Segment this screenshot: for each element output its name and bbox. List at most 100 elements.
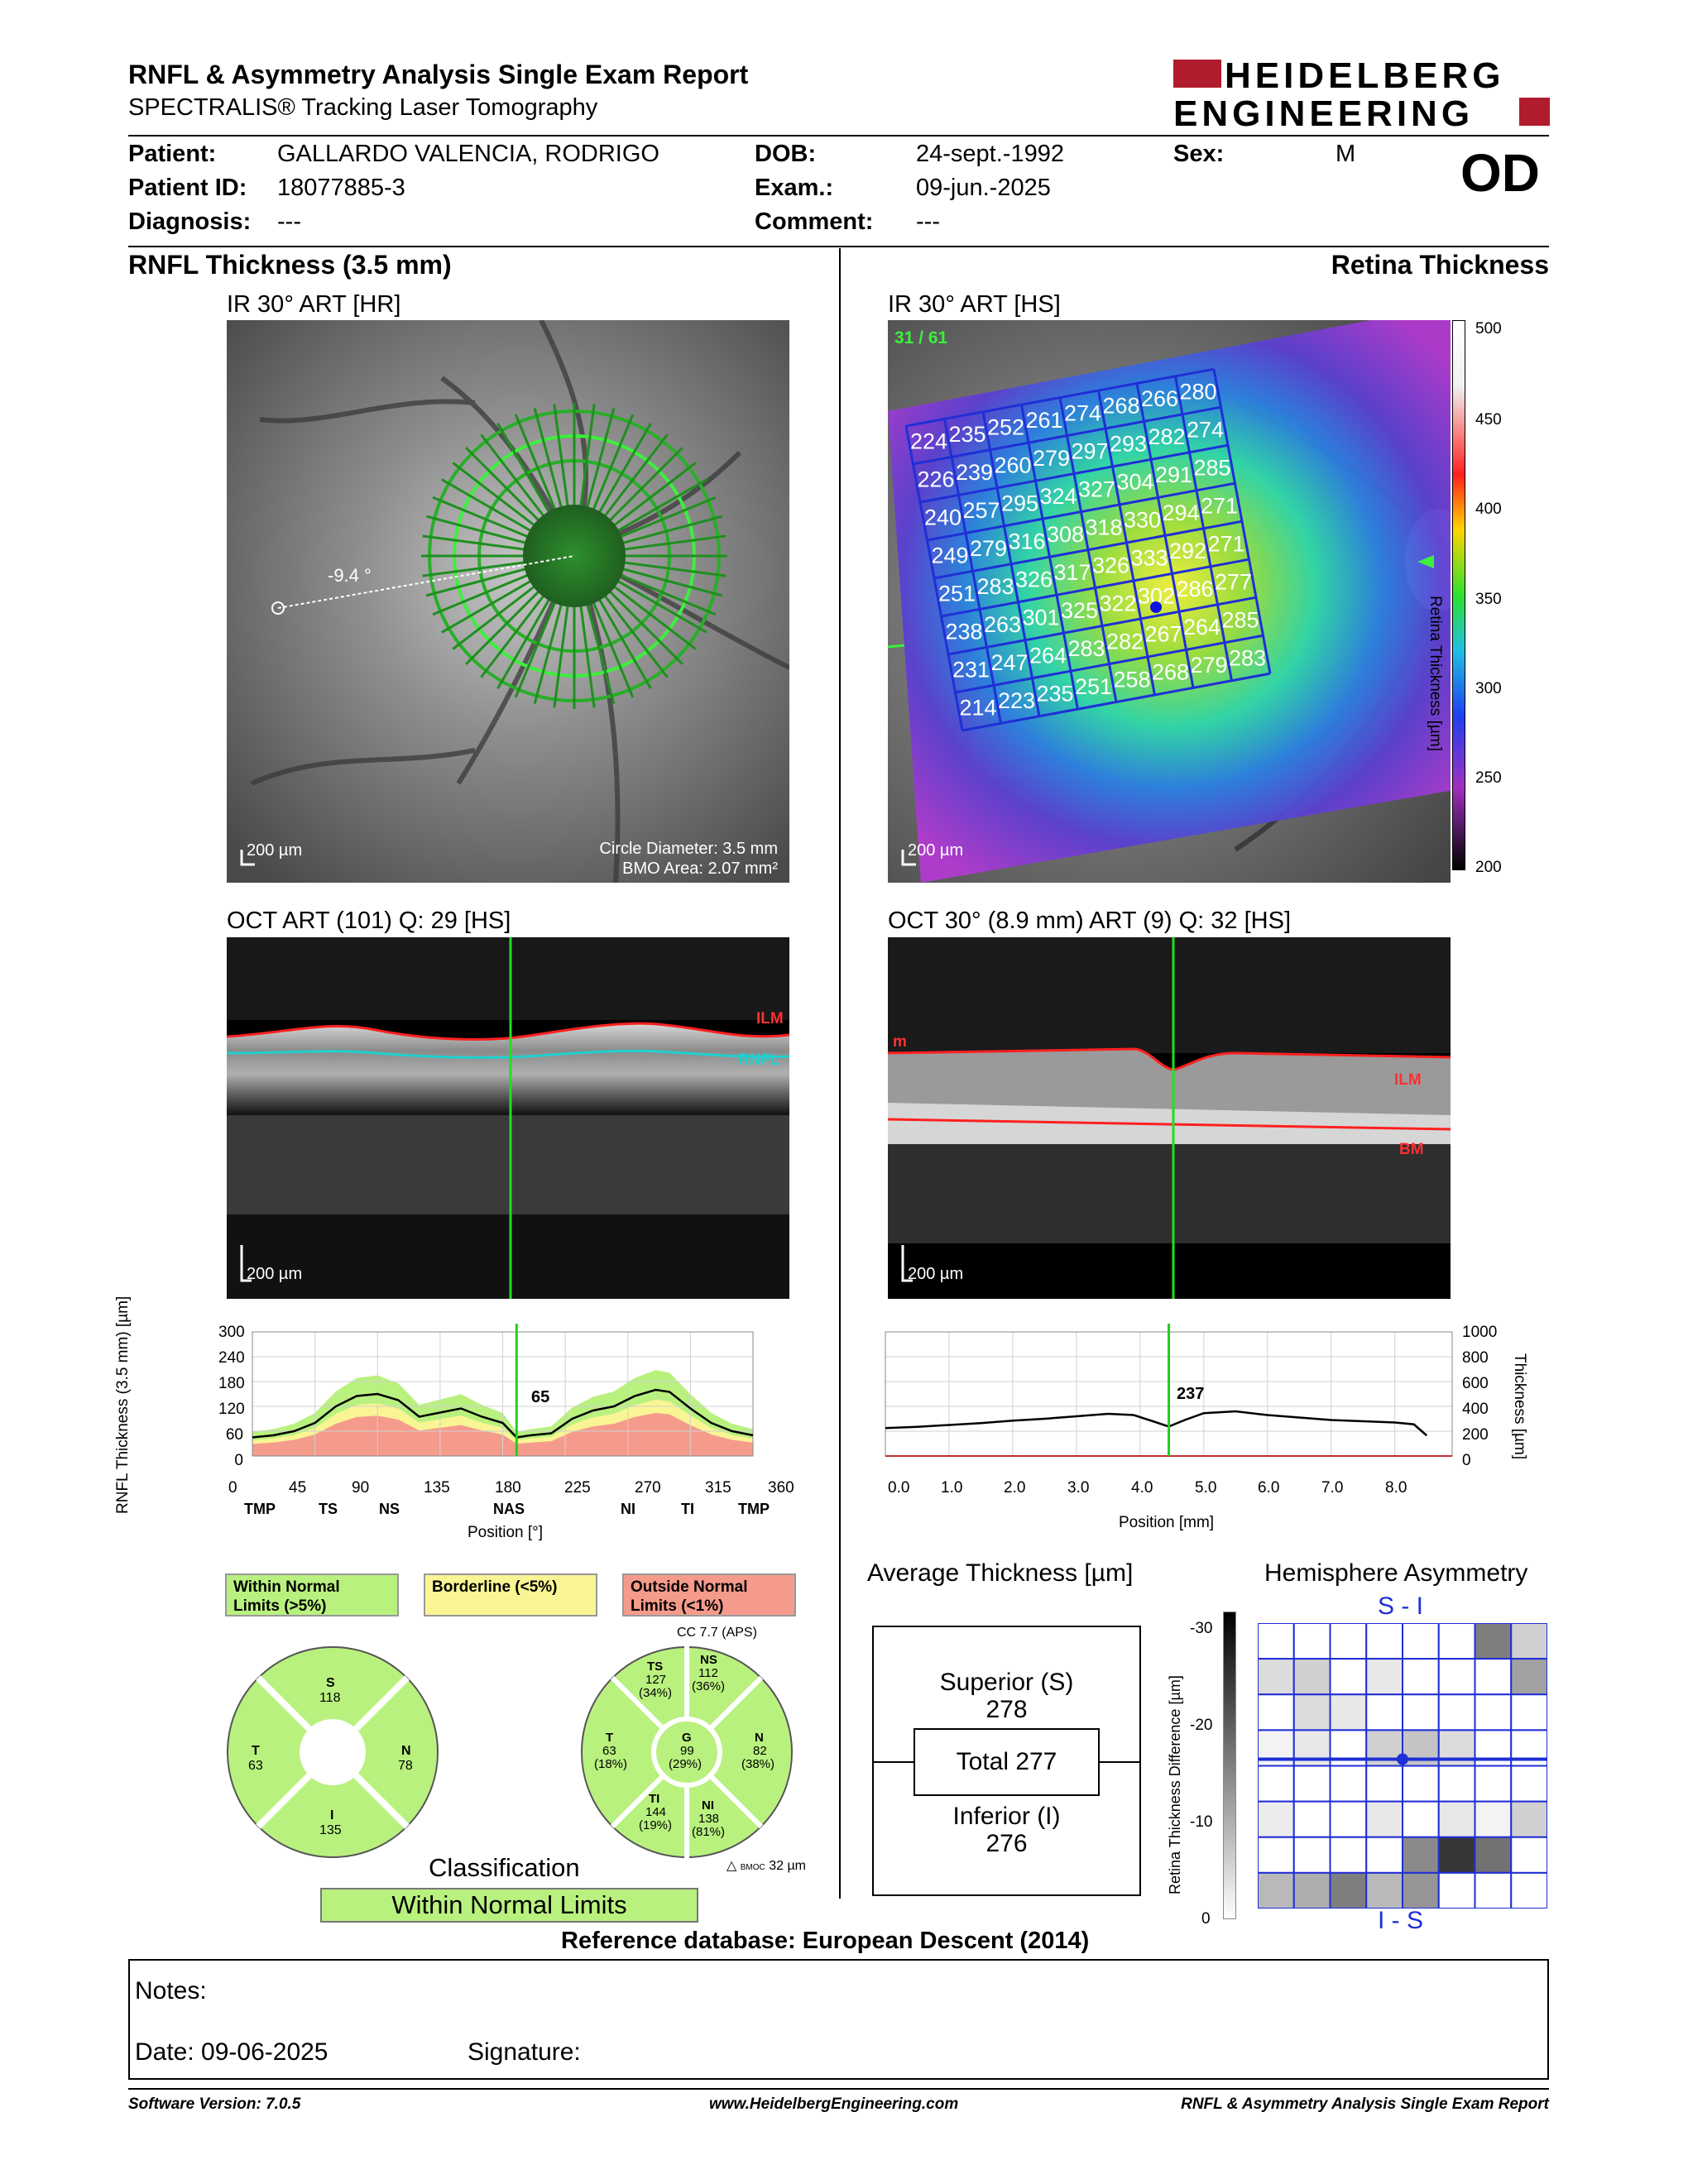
website-link[interactable]: www.HeidelbergEngineering.com xyxy=(709,2095,959,2113)
rnfl-ytick: 60 xyxy=(225,1426,243,1444)
sex-value: M xyxy=(1336,141,1356,167)
exam-value: 09-jun.-2025 xyxy=(916,175,1051,201)
thickness-cell-value: 268 xyxy=(1102,394,1139,419)
thickness-cell-value: 235 xyxy=(1036,682,1073,706)
sector-ti-label: TI xyxy=(649,1792,660,1806)
average-thickness-box: Superior (S) 278 Total 277 Inferior (I) … xyxy=(872,1626,1141,1896)
thickness-cell-value: 279 xyxy=(1033,446,1070,471)
asymmetry-cell xyxy=(1437,1622,1476,1660)
retina-ytick: 600 xyxy=(1462,1375,1489,1392)
retina-xtick: 0.0 xyxy=(888,1479,910,1497)
retina-xtick: 5.0 xyxy=(1195,1479,1217,1497)
thickness-cell-value: 295 xyxy=(1001,491,1038,516)
thickness-cell-value: 251 xyxy=(1075,674,1112,699)
sector-ns-value: 112 xyxy=(698,1666,718,1680)
rnfl-ytick: 240 xyxy=(218,1349,245,1367)
thickness-cell-value: 277 xyxy=(1215,570,1252,595)
thickness-cell-value: 280 xyxy=(1179,380,1216,405)
asymmetry-cell xyxy=(1437,1765,1476,1803)
colorbar-tick: 350 xyxy=(1475,591,1502,608)
thickness-cell-value: 267 xyxy=(1144,622,1182,647)
thickness-cell-value: 283 xyxy=(976,574,1014,599)
thickness-cell-value: 326 xyxy=(1015,568,1053,592)
asymmetry-cell xyxy=(1510,1658,1548,1696)
asymmetry-cell xyxy=(1474,1836,1513,1874)
rnfl-xtick: 135 xyxy=(424,1479,450,1497)
rnfl-xtick: 270 xyxy=(635,1479,661,1497)
rnfl-chart-ylabel: RNFL Thickness (3.5 mm) [µm] xyxy=(114,1296,132,1514)
colorbar-tick: 500 xyxy=(1475,320,1502,338)
quadrant-t-value: 63 xyxy=(248,1759,263,1773)
retina-xtick: 6.0 xyxy=(1258,1479,1280,1497)
asymmetry-bottom-label: I - S xyxy=(1378,1907,1424,1934)
rnfl-layer-label: RNFL xyxy=(738,1051,780,1069)
retina-thickness-map: 224 235 252 261 274 268 266 280 226 239 260 279 297 2… xyxy=(888,320,1451,883)
footer-divider xyxy=(128,2088,1549,2090)
rnfl-cursor-value: 65 xyxy=(531,1388,550,1406)
plot-frame xyxy=(252,1331,754,1457)
sector-ni-label: NI xyxy=(702,1798,714,1813)
thickness-cell-value: 297 xyxy=(1071,438,1108,463)
patient-id-label: Patient ID: xyxy=(128,175,247,201)
rnfl-xtick: 360 xyxy=(768,1479,794,1497)
eye-indicator: OD xyxy=(1460,143,1540,203)
rnfl-ytick: 0 xyxy=(234,1452,243,1469)
retina-xtick: 2.0 xyxy=(1004,1479,1026,1497)
dob-label: DOB: xyxy=(755,141,817,167)
grid-line xyxy=(933,520,1243,580)
reference-database: Reference database: European Descent (20… xyxy=(561,1928,1090,1954)
rnfl-chart-xlabel: Position [°] xyxy=(468,1524,544,1541)
thickness-cell-value: 271 xyxy=(1207,532,1244,557)
retina-ytick: 1000 xyxy=(1462,1324,1498,1341)
thickness-cell-value: 240 xyxy=(924,505,961,530)
retina-section-title: Retina Thickness xyxy=(1331,250,1549,280)
sector-n-value: 82 xyxy=(753,1744,767,1758)
thickness-cell-value: 239 xyxy=(956,460,993,485)
colorbar-label: Retina Thickness [µm] xyxy=(1427,596,1444,751)
rnfl-quadrant-chart: S 118 T 63 N 78 I 135 xyxy=(225,1645,440,1860)
classification-result: Within Normal Limits xyxy=(320,1888,698,1923)
rnfl-profile-chart: RNFL Thickness (3.5 mm) [µm] 300 240 180… xyxy=(114,1296,819,1555)
grid-line xyxy=(1174,376,1233,682)
thickness-cell-value: 317 xyxy=(1053,560,1091,585)
notes-label[interactable]: Notes: xyxy=(135,1977,207,2004)
bmo-offset: △ BMOC 32 µm xyxy=(727,1857,806,1874)
asymmetry-cell xyxy=(1329,1800,1368,1838)
footer-report-title: RNFL & Asymmetry Analysis Single Exam Re… xyxy=(1181,2095,1549,2113)
rnfl-ytick: 120 xyxy=(218,1401,245,1418)
retina-oct-title: OCT 30° (8.9 mm) ART (9) Q: 32 [HS] xyxy=(888,908,1292,934)
grid-line xyxy=(947,596,1257,656)
retina-xtick: 8.0 xyxy=(1385,1479,1407,1497)
asymmetry-tick: 0 xyxy=(1201,1910,1211,1928)
patient-label: Patient: xyxy=(128,141,217,167)
asymmetry-cell xyxy=(1329,1765,1368,1803)
average-title: Average Thickness [µm] xyxy=(867,1559,1134,1587)
asymmetry-cell xyxy=(1329,1871,1368,1909)
asymmetry-tick: -10 xyxy=(1190,1813,1213,1831)
thickness-cell-value: 258 xyxy=(1113,667,1150,692)
asymmetry-cell xyxy=(1437,1871,1476,1909)
asymmetry-cell xyxy=(1510,1836,1548,1874)
retina-series-line xyxy=(885,1410,1428,1437)
software-version: Software Version: 7.0.5 xyxy=(128,2095,301,2113)
thickness-cell-value: 318 xyxy=(1085,515,1122,539)
dob-value: 24-sept.-1992 xyxy=(916,141,1064,167)
retina-oct-scale: 200 µm xyxy=(908,1265,964,1283)
asymmetry-scale-bar xyxy=(1223,1612,1236,1919)
thickness-cell-value: 252 xyxy=(987,415,1024,440)
thickness-cell-value: 285 xyxy=(1221,608,1259,633)
signature-label[interactable]: Signature: xyxy=(468,2038,581,2066)
rnfl-sector-label: TMP xyxy=(738,1501,770,1517)
sector-ns-label: NS xyxy=(700,1653,717,1667)
rnfl-xtick: 225 xyxy=(564,1479,591,1497)
asymmetry-cell xyxy=(1510,1693,1548,1731)
thickness-cell-value: 282 xyxy=(1148,424,1185,449)
classification-title: Classification xyxy=(429,1853,580,1882)
asymmetry-cell xyxy=(1257,1658,1295,1696)
asymmetry-cell xyxy=(1474,1622,1513,1660)
sex-label: Sex: xyxy=(1173,141,1225,167)
retina-ytick: 400 xyxy=(1462,1401,1489,1418)
grid-line xyxy=(961,672,1271,732)
thickness-cell-value: 279 xyxy=(970,536,1007,561)
asymmetry-cell xyxy=(1329,1658,1368,1696)
